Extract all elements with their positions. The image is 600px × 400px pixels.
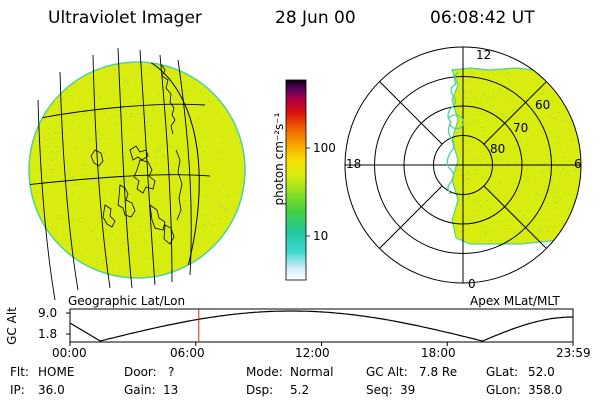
altitude-plot — [66, 308, 574, 346]
mlt-label-0: 0 — [468, 277, 476, 291]
x-tick-1200: 12:00 — [295, 346, 330, 360]
status-ip-label: IP: — [10, 383, 25, 397]
status-mode-label: Mode: — [246, 365, 283, 379]
colorbar-tick-100: 100 — [313, 141, 336, 155]
altitude-tick-high: 9.0 — [38, 306, 58, 320]
colorbar — [285, 79, 310, 281]
mlat-label-70: 70 — [513, 121, 529, 135]
status-glon-label: GLon: — [486, 383, 521, 397]
altitude-axis-label: GC Alt — [5, 307, 19, 345]
mlat-label-60: 60 — [535, 98, 551, 112]
status-gain-label: Gain: — [124, 383, 156, 397]
x-tick-2359: 23:59 — [556, 346, 591, 360]
status-flt-value: HOME — [38, 365, 75, 379]
status-glat-label: GLat: — [486, 365, 519, 379]
left-panel-caption: Geographic Lat/Lon — [68, 294, 186, 308]
altitude-tick-low: 1.8 — [38, 327, 58, 341]
mlt-label-18: 18 — [346, 157, 362, 171]
status-dsp-value: 5.2 — [290, 383, 310, 397]
mlat-label-80: 80 — [490, 142, 506, 156]
instrument-title: Ultraviolet Imager — [48, 8, 202, 28]
colorbar-unit-label: photon cm⁻²s⁻¹ — [272, 112, 286, 206]
x-tick-0000: 00:00 — [52, 346, 87, 360]
x-tick-0600: 06:00 — [170, 346, 205, 360]
status-flt-label: Flt: — [10, 365, 29, 379]
polar-plot — [344, 46, 582, 284]
aurora-image — [451, 67, 581, 245]
altitude-curve — [69, 310, 573, 342]
status-dsp-label: Dsp: — [246, 383, 274, 397]
coastline-outline — [90, 62, 183, 245]
colorbar-tick-10: 10 — [313, 229, 329, 243]
status-seq-label: Seq: — [366, 383, 393, 397]
status-glat-value: 52.0 — [528, 365, 555, 379]
earth-disk-image — [28, 47, 246, 301]
right-panel-caption: Apex MLat/MLT — [470, 294, 560, 308]
parallel-grid — [29, 103, 211, 186]
status-mode-value: Normal — [290, 365, 334, 379]
status-door-value: ? — [168, 365, 175, 379]
status-gcalt-label: GC Alt: — [366, 365, 408, 379]
status-gain-value: 13 — [163, 383, 179, 397]
date-label: 28 Jun 00 — [275, 8, 356, 28]
mlt-label-12: 12 — [476, 48, 492, 62]
x-tick-1800: 18:00 — [421, 346, 456, 360]
status-seq-value: 39 — [400, 383, 416, 397]
status-glon-value: 358.0 — [528, 383, 563, 397]
status-gcalt-value: 7.8 Re — [419, 365, 458, 379]
mlt-label-6: 6 — [574, 157, 582, 171]
status-ip-value: 36.0 — [38, 383, 65, 397]
status-door-label: Door: — [124, 365, 157, 379]
time-label: 06:08:42 UT — [430, 8, 535, 28]
